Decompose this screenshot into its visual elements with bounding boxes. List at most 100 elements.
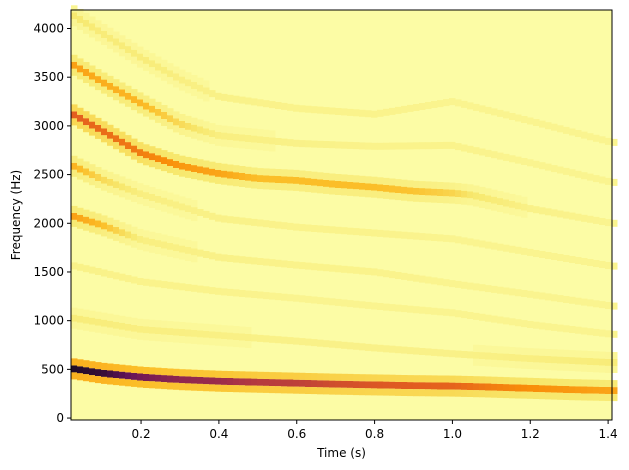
spectrogram-cell [479,376,486,384]
spectrogram-cell [167,122,174,130]
spectrogram-cell [113,233,120,241]
spectrogram-cell [191,207,198,215]
spectrogram-cell [71,372,78,380]
spectrogram-cell [221,288,228,296]
spectrogram-cell [245,327,252,334]
spectrogram-cell [311,296,318,304]
spectrogram-cell [347,387,354,395]
spectrogram-cell [101,229,108,237]
spectrogram-cell [503,391,510,399]
spectrogram-cell [89,72,96,80]
spectrogram-cell [155,56,162,64]
spectrogram-cells [71,5,618,402]
harmonic-track-7 [71,54,618,186]
spectrogram-cell [161,234,168,242]
spectrogram-cell [509,155,516,163]
spectrogram-cell [185,383,192,391]
spectrogram-cell [209,324,216,332]
spectrogram-cell [551,363,558,371]
spectrogram-cell [125,379,132,387]
spectrogram-cell [101,222,108,230]
spectrogram-cell [485,285,492,293]
spectrogram-cell [455,183,462,191]
spectrogram-cell [335,108,342,115]
spectrogram-cell [287,372,294,380]
spectrogram-cell [419,275,426,283]
spectrogram-cell [377,191,384,199]
spectrogram-cell [281,379,288,387]
spectrogram-cell [479,352,486,360]
spectrogram-cell [77,172,84,180]
spectrogram-cell [509,391,516,399]
spectrogram-cell [185,86,192,94]
spectrogram-cell [131,365,138,373]
spectrogram-cell [515,156,522,164]
spectrogram-cell [173,208,180,216]
spectrogram-cell [95,311,102,319]
spectrogram-cell [137,106,144,114]
spectrogram-cell [431,101,438,108]
spectrogram-cell [137,46,144,54]
spectrogram-cell [305,224,312,232]
spectrogram-cell [155,327,162,335]
spectrogram-cell [569,350,576,358]
spectrogram-cell [233,371,240,379]
spectrogram-cell [203,160,210,168]
spectrogram-cell [413,389,420,397]
spectrogram-cell [323,387,330,395]
spectrogram-cell [329,226,336,234]
spectrogram-cell [479,284,486,292]
spectrogram-cell [323,297,330,305]
spectrogram-cell [365,229,372,236]
spectrogram-cell [437,100,444,108]
spectrogram-cell [521,196,528,204]
spectrogram-cell [401,193,408,201]
spectrogram-cell [611,262,618,270]
spectrogram-cell [137,325,144,333]
spectrogram-cell [329,373,336,381]
spectrogram-cell [239,290,246,297]
spectrogram-cell [227,140,234,148]
spectrogram-cell [185,79,192,87]
spectrogram-cell [113,142,120,150]
spectrogram-cell [389,304,396,312]
spectrogram-cell [77,158,84,166]
spectrogram-cell [209,175,216,183]
spectrogram-cell [311,339,318,347]
spectrogram-cell [611,387,618,395]
spectrogram-cell [347,380,354,388]
spectrogram-cell [77,9,84,16]
spectrogram-cell [167,281,174,289]
spectrogram-cell [299,295,306,303]
spectrogram-cell [113,79,120,87]
spectrogram-cell [371,229,378,237]
spectrogram-cell [203,128,210,136]
spectrogram-cell [497,376,504,384]
spectrogram-cell [419,188,426,196]
spectrogram-cell [581,258,588,265]
spectrogram-cell [395,304,402,312]
spectrogram-cell [305,373,312,380]
spectrogram-cell [101,79,108,87]
spectrogram-cell [161,320,168,328]
spectrogram-cell [227,371,234,378]
spectrogram-cell [287,103,294,111]
spectrogram-cell [611,359,618,366]
spectrogram-cell [371,190,378,198]
spectrogram-cell [515,384,522,392]
spectrogram-cell [431,307,438,315]
spectrogram-cell [143,326,150,334]
spectrogram-cell [371,142,378,150]
spectrogram-cell [569,296,576,304]
spectrogram-cell [191,165,198,173]
spectrogram-cell [431,277,438,285]
spectrogram-cell [71,104,78,112]
spectrogram-cell [401,142,408,150]
spectrogram-cell [587,328,594,336]
spectrogram-cell [161,119,168,126]
spectrogram-cell [119,273,126,281]
spectrogram-cell [101,362,108,370]
spectrogram-cell [281,138,288,146]
spectrogram-cell [161,368,168,376]
spectrogram-cell [611,138,618,146]
